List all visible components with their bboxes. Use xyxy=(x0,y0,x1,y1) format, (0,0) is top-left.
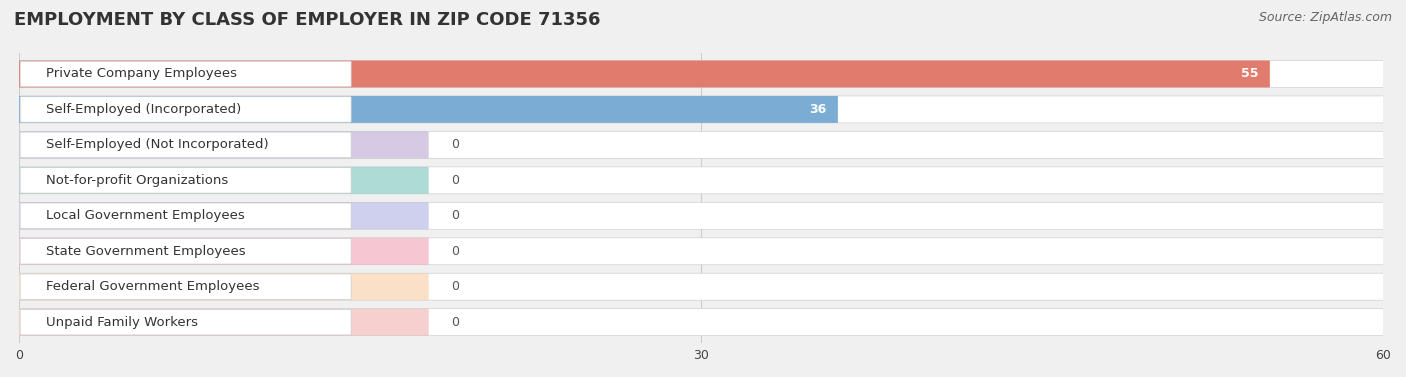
Text: Self-Employed (Not Incorporated): Self-Employed (Not Incorporated) xyxy=(46,138,269,152)
FancyBboxPatch shape xyxy=(18,60,1270,87)
Text: 0: 0 xyxy=(451,280,458,293)
FancyBboxPatch shape xyxy=(20,239,352,264)
Text: Local Government Employees: Local Government Employees xyxy=(46,209,245,222)
FancyBboxPatch shape xyxy=(18,273,1384,300)
Text: Federal Government Employees: Federal Government Employees xyxy=(46,280,260,293)
FancyBboxPatch shape xyxy=(18,273,429,300)
FancyBboxPatch shape xyxy=(20,97,352,122)
Text: 55: 55 xyxy=(1240,67,1258,80)
FancyBboxPatch shape xyxy=(18,132,429,158)
Text: State Government Employees: State Government Employees xyxy=(46,245,246,258)
FancyBboxPatch shape xyxy=(20,310,352,335)
Text: Source: ZipAtlas.com: Source: ZipAtlas.com xyxy=(1258,11,1392,24)
Text: Self-Employed (Incorporated): Self-Employed (Incorporated) xyxy=(46,103,242,116)
FancyBboxPatch shape xyxy=(18,202,429,229)
FancyBboxPatch shape xyxy=(18,309,1384,336)
FancyBboxPatch shape xyxy=(18,238,429,265)
FancyBboxPatch shape xyxy=(18,60,1384,87)
Text: 36: 36 xyxy=(808,103,827,116)
FancyBboxPatch shape xyxy=(18,309,429,336)
FancyBboxPatch shape xyxy=(20,274,352,299)
Text: Private Company Employees: Private Company Employees xyxy=(46,67,238,80)
Text: Not-for-profit Organizations: Not-for-profit Organizations xyxy=(46,174,229,187)
FancyBboxPatch shape xyxy=(20,132,352,158)
FancyBboxPatch shape xyxy=(20,168,352,193)
FancyBboxPatch shape xyxy=(18,132,1384,158)
Text: EMPLOYMENT BY CLASS OF EMPLOYER IN ZIP CODE 71356: EMPLOYMENT BY CLASS OF EMPLOYER IN ZIP C… xyxy=(14,11,600,29)
FancyBboxPatch shape xyxy=(20,203,352,228)
Text: 0: 0 xyxy=(451,209,458,222)
Text: 0: 0 xyxy=(451,316,458,329)
Text: 0: 0 xyxy=(451,174,458,187)
FancyBboxPatch shape xyxy=(18,96,838,123)
Text: 0: 0 xyxy=(451,138,458,152)
FancyBboxPatch shape xyxy=(18,167,1384,194)
FancyBboxPatch shape xyxy=(18,202,1384,229)
FancyBboxPatch shape xyxy=(18,238,1384,265)
Text: 0: 0 xyxy=(451,245,458,258)
FancyBboxPatch shape xyxy=(18,96,1384,123)
FancyBboxPatch shape xyxy=(20,61,352,87)
FancyBboxPatch shape xyxy=(18,167,429,194)
Text: Unpaid Family Workers: Unpaid Family Workers xyxy=(46,316,198,329)
